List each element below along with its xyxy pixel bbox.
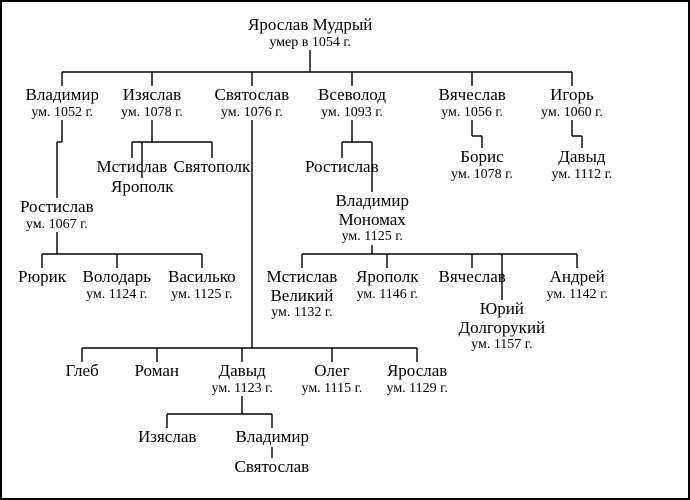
node-death: ум. 1125 г.	[336, 229, 409, 244]
node-svyat2: Святослав	[235, 458, 310, 477]
node-name: Володарь	[83, 268, 152, 287]
node-svyat1: Святославум. 1076 г.	[215, 86, 290, 120]
node-name: Ярополк	[356, 268, 418, 287]
node-rurik: Рюрик	[18, 268, 66, 287]
node-name: Вячеслав	[439, 268, 506, 287]
node-oleg: Олегум. 1115 г.	[302, 362, 363, 396]
node-izyaslav1: Изяславум. 1078 г.	[121, 86, 183, 120]
node-yuri: ЮрийДолгорукийум. 1157 г.	[459, 300, 546, 353]
node-name: Всеволод	[318, 86, 386, 105]
node-name: Роман	[135, 362, 180, 381]
node-name: Святослав	[235, 458, 310, 477]
node-name: Мстислав	[97, 158, 168, 177]
node-svyatopolk: Святополк	[174, 158, 251, 177]
node-yaropolk2: Ярополкум. 1146 г.	[356, 268, 418, 302]
node-mstislavV: МстиславВеликийум. 1132 г.	[267, 268, 338, 321]
node-vasilko: Василькоум. 1125 г.	[168, 268, 236, 302]
node-volodar: Володарьум. 1124 г.	[83, 268, 152, 302]
node-roman: Роман	[135, 362, 180, 381]
node-death: ум. 1078 г.	[451, 167, 513, 182]
node-death: ум. 1060 г.	[541, 105, 603, 120]
node-rostislav1: Ростиславум. 1067 г.	[20, 198, 94, 232]
node-death: ум. 1142 г.	[547, 287, 608, 302]
node-death: ум. 1125 г.	[168, 287, 236, 302]
node-yaroslav2: Ярославум. 1129 г.	[387, 362, 448, 396]
node-mstislav1: Мстислав	[97, 158, 168, 177]
node-name: Владимир	[26, 86, 99, 105]
node-vyach1: Вячеславум. 1056 г.	[439, 86, 506, 120]
node-death: ум. 1146 г.	[356, 287, 418, 302]
node-death: ум. 1132 г.	[267, 305, 338, 320]
node-death: ум. 1129 г.	[387, 381, 448, 396]
node-death: ум. 1124 г.	[83, 287, 152, 302]
connector-lines	[2, 2, 690, 500]
node-davyd1: Давыдум. 1112 г.	[552, 148, 613, 182]
node-rostislav2: Ростислав	[305, 158, 379, 177]
node-death: ум. 1157 г.	[459, 337, 546, 352]
genealogy-diagram: Ярослав Мудрыйумер в 1054 г.Владимирум. …	[0, 0, 690, 500]
node-name: Мономах	[336, 211, 409, 230]
node-death: ум. 1078 г.	[121, 105, 183, 120]
node-name: Святослав	[215, 86, 290, 105]
node-name: Василько	[168, 268, 236, 287]
node-name: Изяслав	[138, 428, 196, 447]
node-andrei: Андрейум. 1142 г.	[547, 268, 608, 302]
node-death: ум. 1052 г.	[26, 105, 99, 120]
node-death: ум. 1123 г.	[212, 381, 273, 396]
node-name: Мстислав	[267, 268, 338, 287]
node-gleb: Глеб	[66, 362, 99, 381]
node-name: Борис	[451, 148, 513, 167]
node-death: умер в 1054 г.	[248, 35, 372, 50]
node-name: Ростислав	[20, 198, 94, 217]
node-vladimir1: Владимирум. 1052 г.	[26, 86, 99, 120]
node-name: Владимир	[336, 192, 409, 211]
node-death: ум. 1112 г.	[552, 167, 613, 182]
node-monomakh: ВладимирМономахум. 1125 г.	[336, 192, 409, 245]
node-name: Давыд	[212, 362, 273, 381]
node-death: ум. 1056 г.	[439, 105, 506, 120]
node-death: ум. 1067 г.	[20, 217, 94, 232]
node-name: Ростислав	[305, 158, 379, 177]
node-name: Изяслав	[121, 86, 183, 105]
node-name: Давыд	[552, 148, 613, 167]
node-vyach2: Вячеслав	[439, 268, 506, 287]
node-igor: Игорьум. 1060 г.	[541, 86, 603, 120]
node-name: Ярослав	[387, 362, 448, 381]
node-name: Игорь	[541, 86, 603, 105]
node-name: Ярополк	[111, 178, 173, 197]
node-name: Андрей	[547, 268, 608, 287]
node-name: Владимир	[236, 428, 309, 447]
node-name: Рюрик	[18, 268, 66, 287]
node-davyd2: Давыдум. 1123 г.	[212, 362, 273, 396]
node-name: Великий	[267, 287, 338, 306]
node-vladimir2: Владимир	[236, 428, 309, 447]
node-izyaslav2: Изяслав	[138, 428, 196, 447]
node-vsevolod: Всеволодум. 1093 г.	[318, 86, 386, 120]
node-name: Святополк	[174, 158, 251, 177]
node-name: Ярослав Мудрый	[248, 16, 372, 35]
node-death: ум. 1076 г.	[215, 105, 290, 120]
node-death: ум. 1115 г.	[302, 381, 363, 396]
node-name: Вячеслав	[439, 86, 506, 105]
node-yaropolk1: Ярополк	[111, 178, 173, 197]
node-yaroslav: Ярослав Мудрыйумер в 1054 г.	[248, 16, 372, 50]
node-name: Глеб	[66, 362, 99, 381]
node-boris: Борисум. 1078 г.	[451, 148, 513, 182]
node-name: Олег	[302, 362, 363, 381]
node-name: Юрий	[459, 300, 546, 319]
node-death: ум. 1093 г.	[318, 105, 386, 120]
node-name: Долгорукий	[459, 319, 546, 338]
